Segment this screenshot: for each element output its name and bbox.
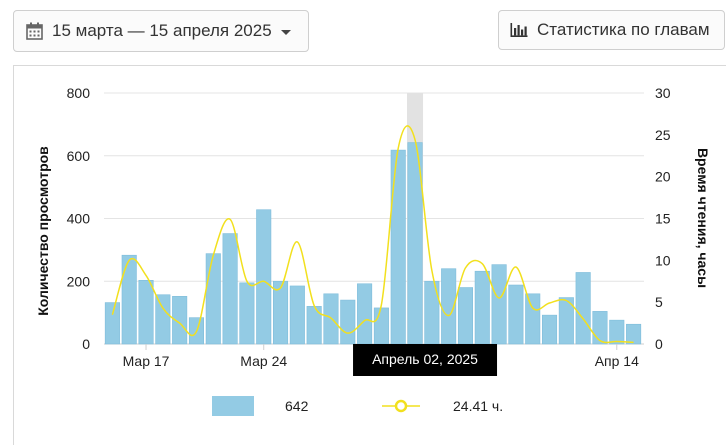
legend-views-value: 642	[285, 398, 309, 414]
bar-views-2025-03-31[interactable]	[373, 307, 389, 345]
bar-views-2025-03-16[interactable]	[121, 254, 137, 345]
reading-time-point-2025-03-24[interactable]	[261, 278, 267, 284]
x-tick-label: Апр 14	[595, 353, 639, 369]
reading-time-point-2025-03-27[interactable]	[311, 303, 317, 309]
bar-views-2025-04-13[interactable]	[592, 311, 608, 345]
bar-views-2025-03-17[interactable]	[138, 280, 154, 345]
bar-views-2025-03-18[interactable]	[155, 294, 171, 345]
legend-views-swatch[interactable]	[212, 396, 254, 416]
bar-views-2025-04-01[interactable]	[390, 149, 406, 345]
date-range-label: 15 марта — 15 апреля 2025	[52, 21, 272, 40]
reading-time-point-2025-03-26[interactable]	[294, 239, 300, 245]
y-right-axis-title: Время чтения, часы	[695, 148, 711, 288]
y-right-tick-label: 5	[655, 294, 663, 310]
reading-time-point-2025-04-06[interactable]	[479, 261, 485, 267]
bar-views-2025-03-29[interactable]	[340, 299, 356, 345]
bar-views-2025-04-09[interactable]	[525, 293, 541, 345]
bar-views-2025-03-22[interactable]	[222, 233, 238, 345]
reading-time-point-2025-03-15[interactable]	[109, 312, 115, 318]
y-right-tick-label: 0	[655, 336, 663, 352]
calendar-icon	[26, 22, 43, 40]
reading-time-point-2025-04-12[interactable]	[580, 316, 586, 322]
legend-reading-time-marker	[394, 399, 408, 413]
y-right-tick-label: 25	[655, 127, 671, 143]
reading-time-line-path	[111, 125, 634, 344]
bar-views-2025-04-08[interactable]	[508, 284, 524, 345]
y-left-axis-title: Количество просмотров	[35, 146, 51, 316]
views-bars	[104, 142, 642, 345]
date-range-picker[interactable]: 15 марта — 15 апреля 2025	[13, 10, 309, 52]
x-tick-label: Мар 24	[240, 353, 287, 369]
y-right-tick-label: 30	[655, 85, 671, 101]
bar-views-2025-03-15[interactable]	[104, 302, 120, 345]
reading-time-point-2025-03-17[interactable]	[143, 272, 149, 278]
reading-time-point-2025-04-07[interactable]	[496, 295, 502, 301]
reading-time-point-2025-04-14[interactable]	[614, 338, 620, 344]
reading-time-point-2025-03-25[interactable]	[278, 285, 284, 291]
bar-views-2025-03-25[interactable]	[273, 280, 289, 345]
y-left-tick-label: 600	[67, 148, 91, 164]
y-right-tick-label: 10	[655, 252, 671, 268]
hover-tooltip: Апрель 02, 2025	[353, 344, 498, 376]
bar-views-2025-04-06[interactable]	[474, 270, 490, 345]
y-left-tick-label: 400	[67, 211, 91, 227]
reading-time-point-2025-03-28[interactable]	[328, 315, 334, 321]
y-right-tick-label: 15	[655, 211, 671, 227]
chapter-stats-label: Статистика по главам	[537, 20, 710, 39]
reading-time-point-2025-04-01[interactable]	[395, 145, 401, 151]
bar-views-2025-04-05[interactable]	[457, 287, 473, 345]
bar-views-2025-04-12[interactable]	[575, 272, 591, 345]
y-right-ticks: 0 5 10 15 20 25 30	[655, 85, 671, 352]
chart-panel: 0 200 400 600 800 0 5 10 15 20 25 30 Мар 17 Мар 24 А…	[13, 65, 726, 445]
y-left-tick-label: 0	[82, 336, 90, 352]
x-tick-label: Мар 17	[123, 353, 170, 369]
chevron-down-icon	[280, 29, 291, 35]
bar-views-2025-04-10[interactable]	[542, 314, 558, 345]
reading-time-point-2025-03-22[interactable]	[227, 216, 233, 222]
bar-chart-icon	[510, 22, 528, 38]
reading-time-point-2025-03-18[interactable]	[160, 305, 166, 311]
tooltip-date: Апрель 02, 2025	[372, 351, 478, 367]
reading-time-point-2025-03-31[interactable]	[378, 302, 384, 308]
reading-time-point-2025-03-29[interactable]	[345, 330, 351, 336]
reading-time-point-2025-04-05[interactable]	[462, 265, 468, 271]
reading-time-point-2025-04-11[interactable]	[563, 297, 569, 303]
reading-time-line	[109, 125, 637, 345]
y-left-ticks: 0 200 400 600 800	[67, 85, 91, 352]
reading-time-point-2025-04-04[interactable]	[446, 313, 452, 319]
reading-time-point-2025-03-30[interactable]	[362, 318, 368, 324]
reading-time-point-2025-04-03[interactable]	[429, 267, 435, 273]
y-left-tick-label: 200	[67, 273, 91, 289]
bar-views-2025-03-19[interactable]	[172, 296, 188, 345]
bar-views-2025-04-11[interactable]	[558, 297, 574, 345]
chapter-stats-button[interactable]: Статистика по главам	[498, 10, 725, 50]
y-right-tick-label: 20	[655, 169, 671, 185]
reading-time-point-2025-04-10[interactable]	[547, 300, 553, 306]
bar-views-2025-03-23[interactable]	[239, 282, 255, 345]
reading-time-point-2025-03-23[interactable]	[244, 278, 250, 284]
tooltip-box	[353, 344, 498, 376]
reading-time-point-2025-04-15[interactable]	[631, 339, 637, 345]
reading-time-point-2025-03-21[interactable]	[210, 252, 216, 258]
reading-time-point-2025-03-20[interactable]	[193, 328, 199, 334]
legend-reading-time-value: 24.41 ч.	[453, 398, 503, 414]
bar-views-2025-04-07[interactable]	[491, 264, 507, 345]
y-left-tick-label: 800	[67, 85, 91, 101]
reading-time-point-2025-03-16[interactable]	[126, 257, 132, 263]
reading-time-point-2025-04-13[interactable]	[597, 338, 603, 344]
bar-views-2025-03-24[interactable]	[256, 209, 272, 345]
reading-time-point-2025-04-08[interactable]	[513, 264, 519, 270]
views-reading-time-chart: 0 200 400 600 800 0 5 10 15 20 25 30 Мар 17 Мар 24 А…	[35, 85, 711, 416]
chart-legend: 642 24.41 ч.	[212, 396, 503, 416]
reading-time-point-2025-04-09[interactable]	[530, 305, 536, 311]
bar-views-2025-03-21[interactable]	[205, 253, 221, 345]
bar-views-2025-03-26[interactable]	[289, 285, 305, 345]
reading-time-point-2025-04-02[interactable]	[412, 137, 418, 143]
reading-time-point-2025-03-19[interactable]	[177, 320, 183, 326]
bar-views-2025-03-30[interactable]	[357, 283, 373, 345]
bar-views-2025-04-15[interactable]	[626, 323, 642, 345]
